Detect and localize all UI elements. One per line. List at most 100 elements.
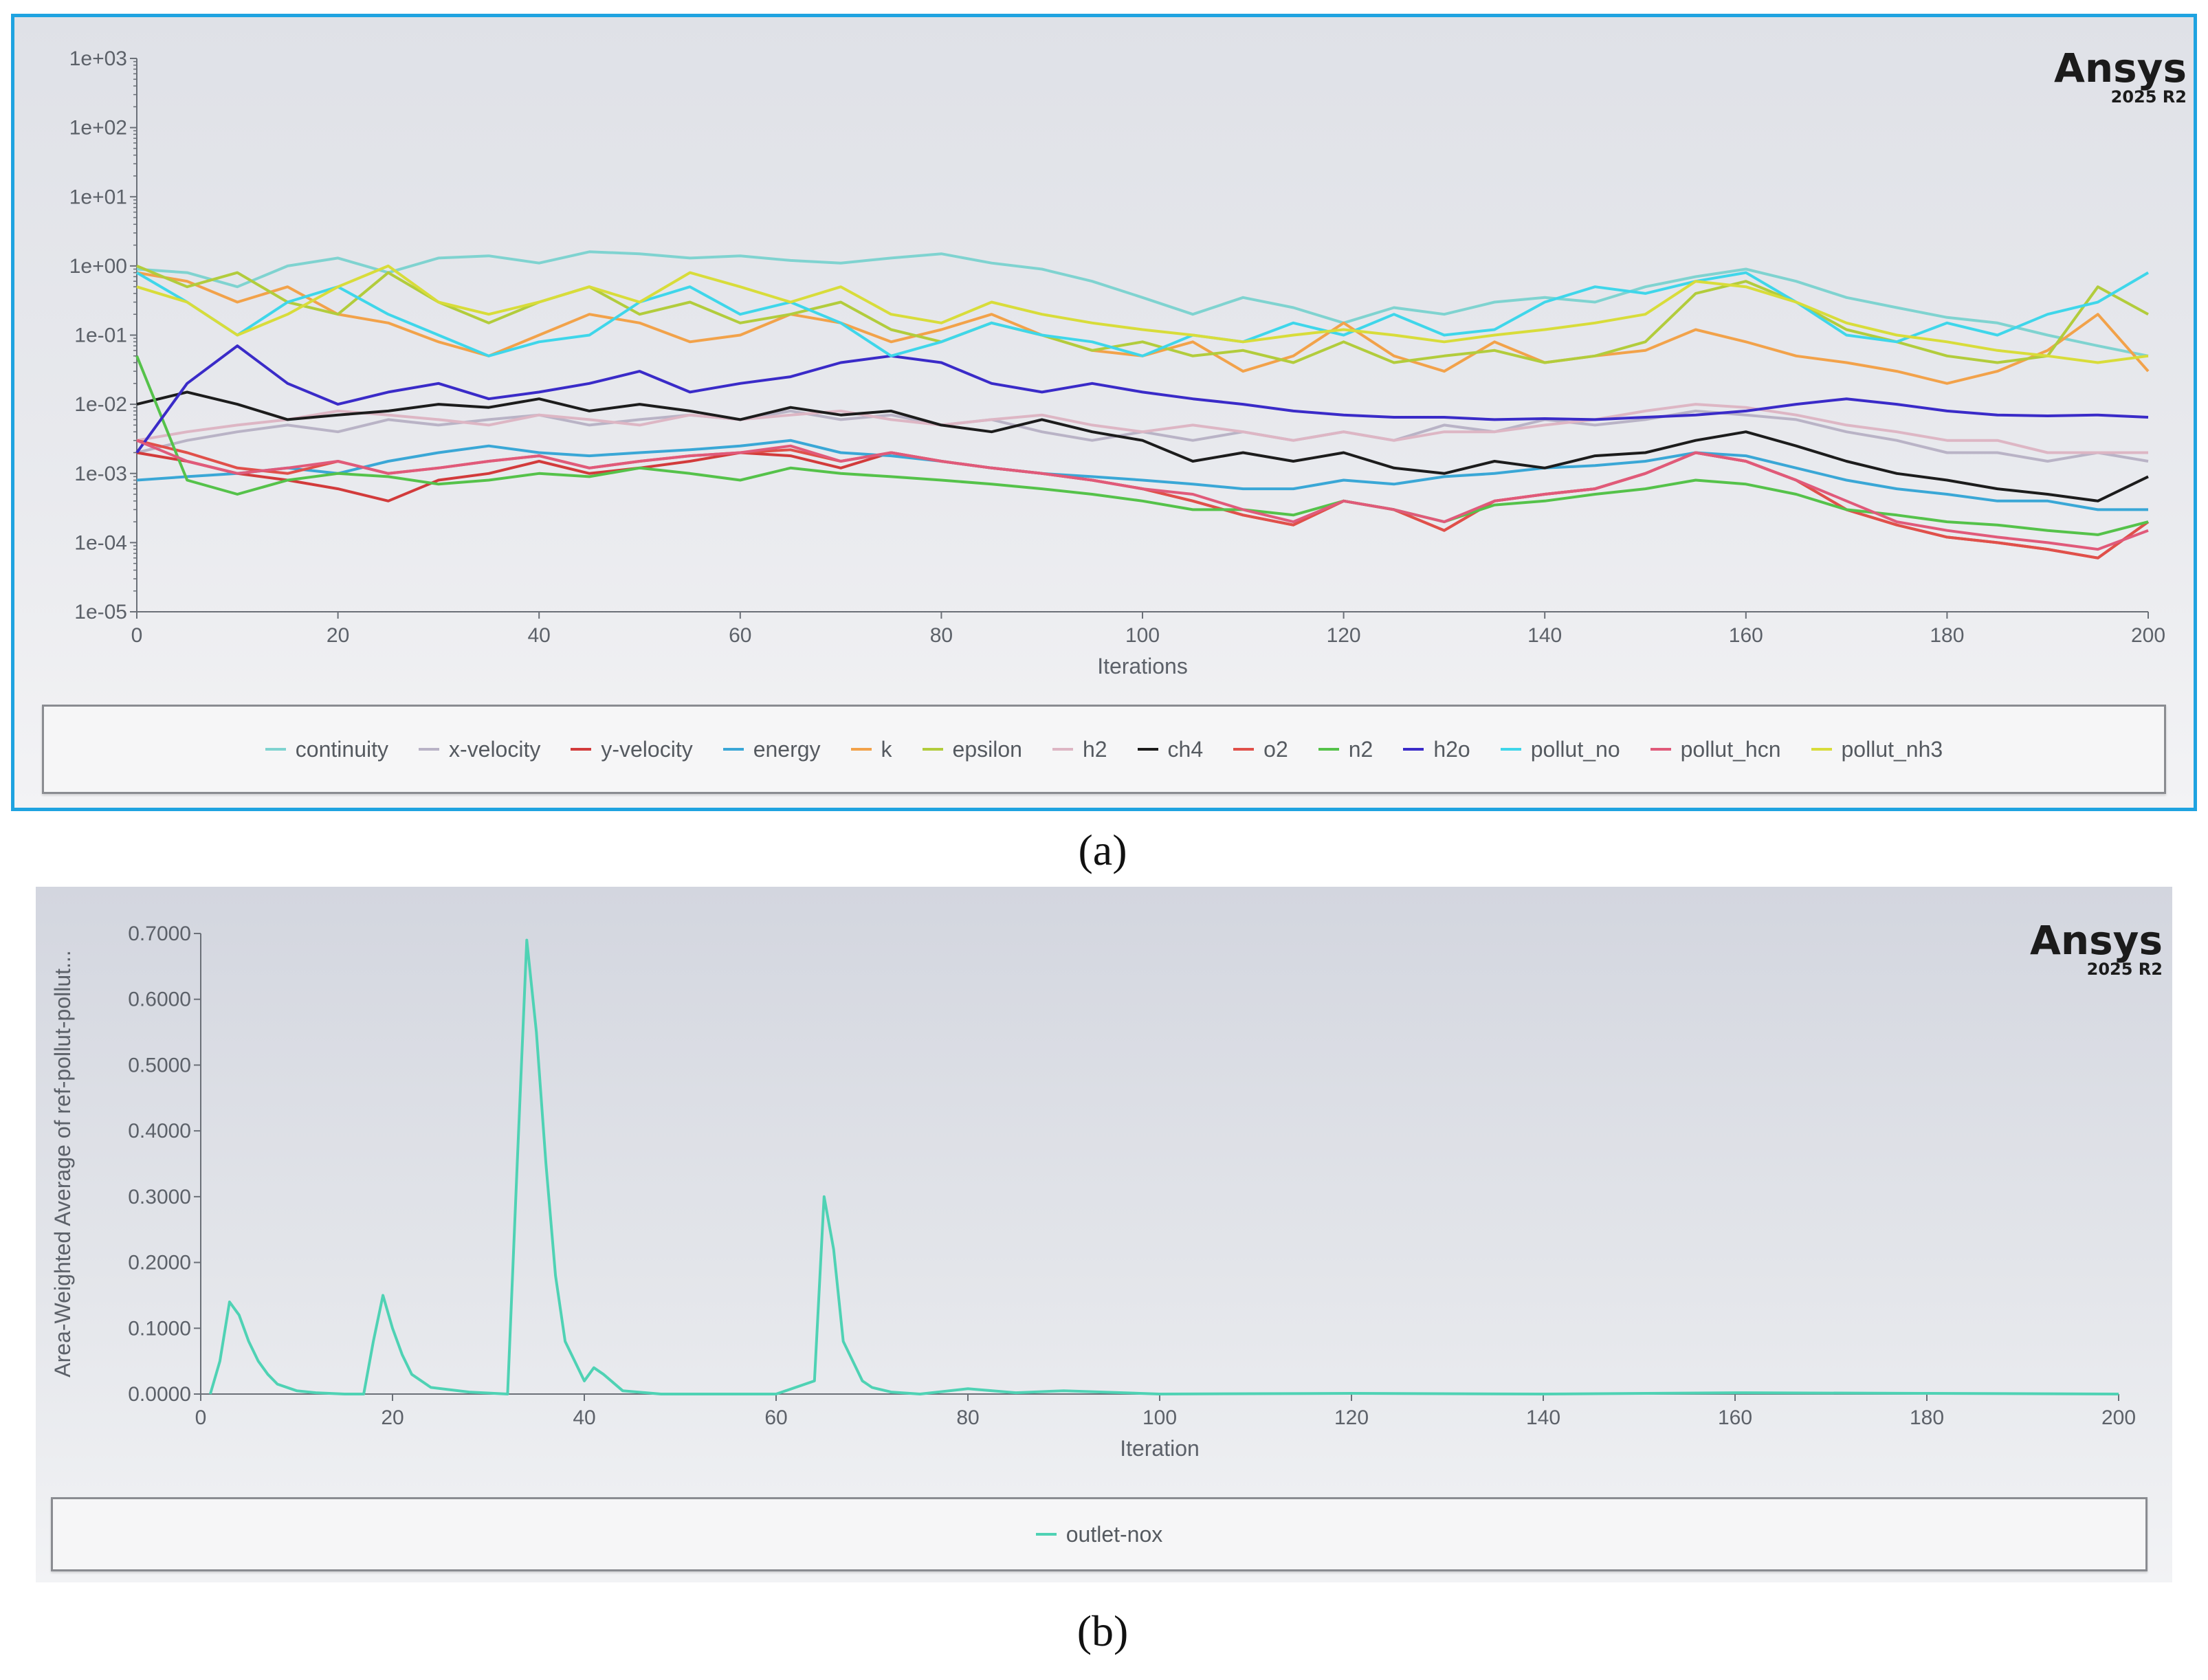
legend-swatch <box>1318 748 1339 751</box>
ansys-logo-text-b: Ansys <box>2029 917 2163 964</box>
report-legend: outlet-nox <box>51 1497 2148 1571</box>
legend-item-pollut_no: pollut_no <box>1500 737 1620 762</box>
x-tick-label: 40 <box>528 624 551 647</box>
x-tick-label: 140 <box>1526 1406 1560 1429</box>
legend-label: outlet-nox <box>1066 1521 1163 1547</box>
legend-label: ch4 <box>1167 736 1204 762</box>
legend-swatch <box>1500 748 1521 751</box>
x-tick-label: 40 <box>573 1406 595 1429</box>
series-line-pollut_no <box>135 271 2150 357</box>
legend-swatch <box>850 748 872 751</box>
ansys-logo-b: Ansys 2025 R2 <box>2030 917 2163 979</box>
series-line-k <box>136 271 2150 385</box>
x-tick-label: 80 <box>930 624 953 647</box>
x-axis-label: Iteration <box>1120 1436 1200 1461</box>
legend-label: h2o <box>1433 736 1470 762</box>
legend-label: pollut_nh3 <box>1841 736 1943 762</box>
y-tick-label: 1e-03 <box>74 463 127 485</box>
legend-label: energy <box>753 736 821 762</box>
series-line-o2 <box>136 439 2150 560</box>
legend-swatch <box>1052 748 1073 751</box>
legend-item-n2: n2 <box>1318 737 1373 762</box>
x-tick-label: 160 <box>1718 1406 1752 1429</box>
x-tick-label: 20 <box>381 1406 404 1429</box>
x-tick-label: 0 <box>195 1406 207 1429</box>
ansys-logo: Ansys 2025 R2 <box>2054 45 2187 107</box>
ansys-logo-text: Ansys <box>2053 45 2187 91</box>
legend-item-outlet-nox: outlet-nox <box>1035 1521 1163 1547</box>
legend-label: x-velocity <box>448 736 541 762</box>
y-tick-label: 0.3000 <box>128 1186 191 1208</box>
x-tick-label: 180 <box>1910 1406 1944 1429</box>
ansys-version-b: 2025 R2 <box>2086 960 2163 979</box>
y-tick-label: 1e-01 <box>74 324 127 347</box>
legend-swatch <box>722 748 744 751</box>
legend-label: h2 <box>1082 736 1107 762</box>
legend-label: epsilon <box>952 736 1022 762</box>
legend-swatch <box>1811 748 1832 751</box>
y-tick-label: 1e-04 <box>74 531 127 554</box>
x-tick-label: 0 <box>131 624 143 647</box>
series-line-ch4 <box>136 390 2149 502</box>
y-tick-label: 1e+03 <box>69 47 127 70</box>
x-tick-label: 120 <box>1327 624 1361 647</box>
legend-item-k: k <box>850 736 892 762</box>
legend-label: y-velocity <box>601 736 693 762</box>
y-tick-label: 0.7000 <box>128 922 191 945</box>
legend-swatch <box>265 748 286 751</box>
legend-item-continuity: continuity <box>265 737 388 762</box>
x-tick-label: 160 <box>1729 624 1763 647</box>
series-line-n2 <box>135 355 2149 536</box>
x-tick-label: 200 <box>2131 624 2165 647</box>
legend-swatch <box>571 748 592 751</box>
legend-item-y-velocity: y-velocity <box>571 736 693 762</box>
legend-item-pollut_nh3: pollut_nh3 <box>1811 737 1943 762</box>
legend-item-pollut_hcn: pollut_hcn <box>1650 736 1781 762</box>
series-line-outlet-nox <box>208 938 2119 1395</box>
legend-item-epsilon: epsilon <box>922 736 1022 762</box>
report-panel: 0 20 40 60 80 100 120 140 160 180 200 0.0000 0.1000 0… <box>36 887 2172 1582</box>
x-tick-label: 60 <box>729 624 751 647</box>
legend-swatch <box>1035 1533 1057 1536</box>
legend-swatch <box>922 748 943 751</box>
y-tick-label: 1e+01 <box>69 186 127 208</box>
series-line-continuity <box>136 250 2149 357</box>
x-tick-label: 80 <box>956 1406 979 1429</box>
legend-label: o2 <box>1263 736 1288 762</box>
x-tick-label: 180 <box>1930 624 1964 647</box>
y-tick-label: 1e-05 <box>74 601 127 623</box>
legend-swatch <box>418 748 439 751</box>
y-tick-label: 0.1000 <box>128 1317 191 1340</box>
legend-swatch <box>1137 748 1158 751</box>
legend-label: continuity <box>295 736 388 762</box>
x-axis-label: Iterations <box>1097 654 1188 678</box>
legend-item-x-velocity: x-velocity <box>418 736 541 762</box>
caption-a: (a) <box>1078 826 1127 874</box>
legend-item-o2: o2 <box>1233 737 1288 762</box>
legend-label: k <box>881 736 892 762</box>
x-tick-label: 200 <box>2101 1406 2136 1429</box>
residuals-panel: 0 20 40 60 80 100 120 140 160 180 200 1e-05 1e-04 1e-… <box>11 14 2197 811</box>
legend-swatch <box>1233 748 1255 751</box>
legend-swatch <box>1403 748 1424 751</box>
series-line-h2o <box>135 344 2149 454</box>
y-tick-label: 0.0000 <box>128 1383 191 1406</box>
legend-label: pollut_hcn <box>1680 736 1781 762</box>
residuals-chart: 0 20 40 60 80 100 120 140 160 180 200 1e-05 1e-04 1e-… <box>69 47 2165 678</box>
residuals-legend: continuity x-velocity y-velocity energy k eps… <box>42 705 2166 794</box>
y-tick-label: 0.5000 <box>128 1054 191 1076</box>
y-tick-label: 0.2000 <box>128 1252 191 1274</box>
y-tick-label: 1e+02 <box>69 117 127 140</box>
legend-item-h2: h2 <box>1052 737 1107 762</box>
legend-swatch <box>1650 748 1671 751</box>
x-tick-label: 60 <box>764 1406 787 1429</box>
y-axis-label: Area-Weighted Average of ref-pollut-poll… <box>50 950 75 1377</box>
x-tick-label: 120 <box>1334 1406 1369 1429</box>
x-tick-label: 100 <box>1142 1406 1177 1429</box>
caption-b: (b) <box>1077 1606 1129 1655</box>
y-tick-label: 0.4000 <box>128 1120 191 1142</box>
x-tick-label: 100 <box>1125 624 1160 647</box>
x-tick-label: 20 <box>327 624 349 647</box>
y-tick-label: 1e+00 <box>69 255 127 278</box>
x-tick-label: 140 <box>1527 624 1562 647</box>
